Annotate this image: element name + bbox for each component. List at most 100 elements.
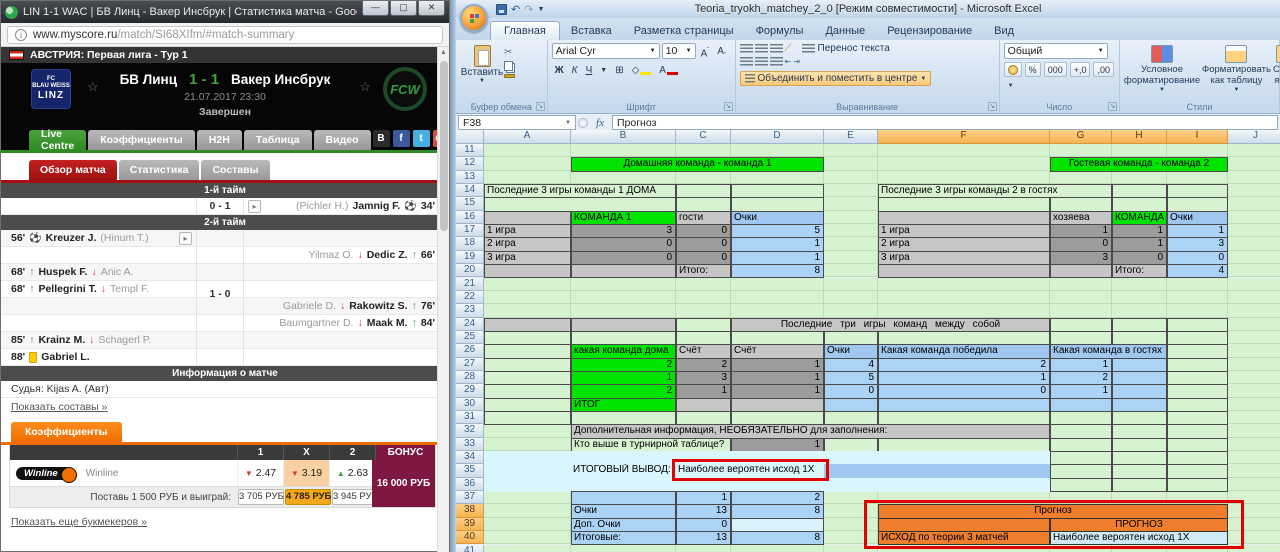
increase-indent-icon[interactable]: ⇥ xyxy=(793,57,800,66)
grid-cell[interactable] xyxy=(1228,464,1280,478)
cell-H33[interactable] xyxy=(1112,437,1167,453)
bold-button[interactable]: Ж xyxy=(554,65,564,76)
grid-cell[interactable] xyxy=(1228,451,1280,465)
row-header-26[interactable]: 26 xyxy=(456,344,484,358)
wrap-text-button[interactable]: Перенос текста xyxy=(801,43,890,54)
cell-G25[interactable] xyxy=(1050,330,1112,346)
cell-C39[interactable]: 0 xyxy=(676,517,731,533)
cell-I35[interactable] xyxy=(1167,464,1228,479)
cell-I25[interactable] xyxy=(1167,330,1228,346)
cell-A30[interactable] xyxy=(484,397,571,412)
grid-cell[interactable] xyxy=(1167,277,1228,291)
cell-D19[interactable]: 1 xyxy=(731,250,824,266)
fill-color-icon[interactable]: ◇ xyxy=(629,62,655,78)
grid-cell[interactable] xyxy=(1228,210,1280,225)
grid-cell[interactable] xyxy=(1228,544,1280,552)
ribbon-tab-pagelayout[interactable]: Разметка страницы xyxy=(633,25,734,37)
column-header-A[interactable]: A xyxy=(484,130,571,144)
column-header-B[interactable]: B xyxy=(571,130,676,144)
cell-G19[interactable]: 3 xyxy=(1050,250,1112,266)
grid-cell[interactable] xyxy=(1228,277,1280,291)
odds-x[interactable]: ▼ 3.19 xyxy=(283,460,329,486)
cell-C16[interactable]: гости xyxy=(676,210,731,226)
row-header-13[interactable]: 13 xyxy=(456,170,484,185)
cell-D17[interactable]: 5 xyxy=(731,224,824,239)
bookmaker-name[interactable]: Winline xyxy=(85,467,119,479)
grid-cell[interactable] xyxy=(824,304,878,318)
cell-I20[interactable]: 4 xyxy=(1167,264,1228,279)
subtab-lineups[interactable]: Составы xyxy=(201,160,270,180)
cell-E33[interactable] xyxy=(824,437,878,453)
cell-D39[interactable] xyxy=(731,517,824,533)
cell-C29[interactable]: 1 xyxy=(676,384,731,399)
cell-B17[interactable]: 3 xyxy=(571,224,676,239)
cell-E28[interactable]: 5 xyxy=(824,370,878,386)
increase-decimal-button[interactable]: +,0 xyxy=(1069,62,1091,77)
cell-D31[interactable] xyxy=(731,411,824,426)
grid-cell[interactable] xyxy=(1167,304,1228,318)
grid-cell[interactable] xyxy=(878,157,1050,171)
grid-cell[interactable] xyxy=(484,304,571,318)
cell-D40[interactable]: 8 xyxy=(731,531,824,546)
ribbon-tab-review[interactable]: Рецензирование xyxy=(887,25,973,37)
insert-function-icon[interactable]: fx xyxy=(596,116,604,129)
page-info-icon[interactable]: i xyxy=(15,28,27,41)
row-header-41[interactable]: 41 xyxy=(456,544,484,552)
bet-win-x-button[interactable]: 4 785 РУБ xyxy=(285,489,331,505)
grid-cell[interactable] xyxy=(1167,290,1228,305)
shrink-font-icon[interactable]: Аˇ xyxy=(717,46,726,59)
align-center-icon[interactable] xyxy=(754,57,768,66)
cell-A27[interactable] xyxy=(484,357,571,372)
number-format-select[interactable]: Общий ▼ xyxy=(1003,43,1108,59)
alignment-dialog-launcher[interactable]: ↘ xyxy=(987,102,997,111)
cell-H29[interactable] xyxy=(1112,384,1167,399)
grid-cell[interactable] xyxy=(571,277,676,291)
cell-I14[interactable] xyxy=(1167,184,1228,199)
grid-cell[interactable] xyxy=(824,210,878,225)
grid-cell[interactable] xyxy=(731,277,824,291)
column-header-C[interactable]: C xyxy=(676,130,731,144)
cell-F40[interactable]: ИСХОД по теории 3 матчей xyxy=(878,531,1050,546)
cell-H32[interactable] xyxy=(1112,424,1167,439)
cell-C35[interactable]: Наиболее вероятен исход 1X xyxy=(676,464,824,479)
italic-button[interactable]: К xyxy=(571,65,578,76)
cell-H18[interactable]: 1 xyxy=(1112,237,1167,252)
cell-I15[interactable] xyxy=(1167,197,1228,212)
cell-E25[interactable] xyxy=(824,330,878,346)
close-button[interactable]: ✕ xyxy=(418,1,445,16)
cell-B29[interactable]: 2 xyxy=(571,384,676,399)
comma-style-button[interactable]: 000 xyxy=(1043,62,1067,77)
row-header-17[interactable]: 17 xyxy=(456,224,484,238)
grid-cell[interactable] xyxy=(571,290,676,305)
cell-F29[interactable]: 0 xyxy=(878,384,1050,399)
row-header-31[interactable]: 31 xyxy=(456,411,484,425)
cell-I29[interactable] xyxy=(1167,384,1228,399)
scroll-up-icon[interactable]: ▲ xyxy=(440,49,447,56)
cell-G26[interactable]: Какая команда в гостях xyxy=(1050,344,1167,359)
row-header-27[interactable]: 27 xyxy=(456,357,484,371)
excel-titlebar[interactable]: ↶ ↷ ▼ Teoria_tryokh_matchey_2_0 [Режим с… xyxy=(456,0,1280,18)
cell-D26[interactable]: Счёт xyxy=(731,344,824,359)
cell-C25[interactable] xyxy=(676,330,731,346)
column-header-G[interactable]: G xyxy=(1050,130,1112,144)
cell-G33[interactable] xyxy=(1050,437,1112,453)
grid-cell[interactable] xyxy=(731,544,824,552)
cell-D28[interactable]: 1 xyxy=(731,370,824,386)
cell-B24[interactable] xyxy=(571,317,676,332)
favorite-star-home-icon[interactable]: ☆ xyxy=(87,79,99,94)
cell-F16[interactable] xyxy=(878,210,1050,226)
row-header-29[interactable]: 29 xyxy=(456,384,484,398)
cell-F17[interactable]: 1 игра xyxy=(878,224,1050,239)
grid-cell[interactable] xyxy=(731,144,824,158)
grid-cell[interactable] xyxy=(1228,397,1280,411)
cell-D37[interactable]: 2 xyxy=(731,491,824,506)
grid-cell[interactable] xyxy=(1228,170,1280,185)
cell-styles-button[interactable]: Стили ячеек xyxy=(1273,43,1280,99)
paste-button[interactable]: Вставить ▼ xyxy=(460,43,504,99)
grid-cell[interactable] xyxy=(676,304,731,318)
cell-F26[interactable]: Какая команда победила xyxy=(878,344,1050,359)
office-button[interactable] xyxy=(460,4,488,32)
qat-dropdown-icon[interactable]: ▼ xyxy=(537,5,545,13)
video-play-button[interactable]: ▸ xyxy=(248,199,261,213)
row-header-37[interactable]: 37 xyxy=(456,491,484,505)
